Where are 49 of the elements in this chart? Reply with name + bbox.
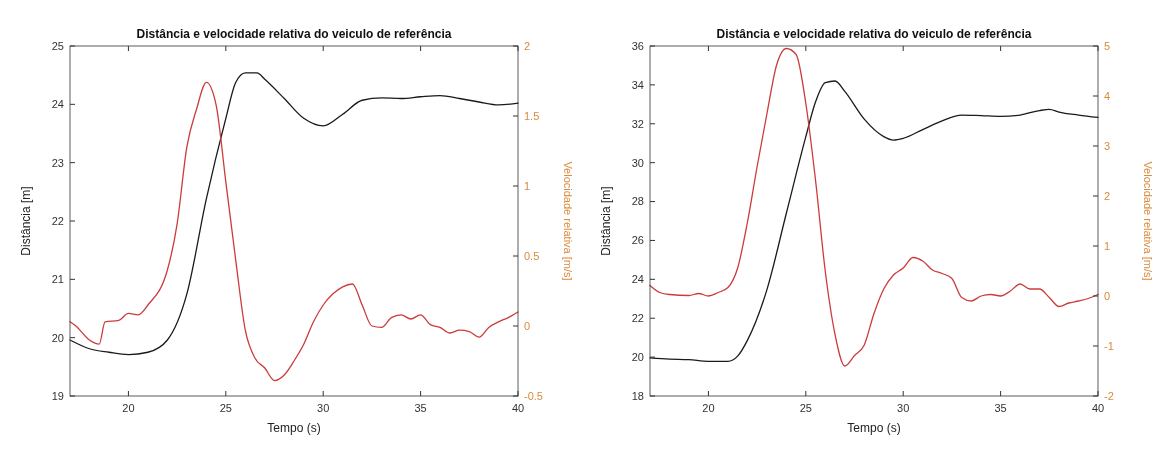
x-axis-title: Tempo (s)	[267, 421, 321, 435]
y2-tick-label: 0	[524, 319, 531, 332]
y2-tick-label: 1	[524, 179, 531, 192]
y2-tick-label: -0.5	[524, 389, 543, 402]
y-axis-title: Distância [m]	[599, 186, 613, 256]
y-tick-label: 23	[51, 156, 64, 169]
y-tick-label: 20	[631, 350, 644, 363]
x-tick-label: 25	[799, 402, 812, 414]
y2-tick-label: 1	[1104, 239, 1111, 252]
y2-tick-label: 1.5	[524, 109, 540, 122]
y-tick-label: 22	[51, 214, 64, 227]
y2-tick-label: 4	[1104, 89, 1111, 102]
y-tick-label: 25	[51, 39, 64, 52]
x-tick-label: 30	[897, 402, 910, 414]
y-tick-label: 32	[631, 117, 644, 130]
y-tick-label: 28	[631, 195, 644, 208]
y2-tick-label: 0	[1104, 289, 1111, 302]
y-tick-label: 34	[631, 78, 644, 91]
y-tick-label: 26	[631, 234, 644, 247]
x-tick-label: 40	[1091, 402, 1105, 414]
y2-tick-label: -2	[1104, 389, 1114, 402]
y-tick-label: 24	[51, 98, 64, 111]
y2-axis-title: Velocidade relativa [m/s]	[1142, 161, 1154, 281]
x-tick-label: 25	[219, 402, 232, 414]
y-tick-label: 19	[51, 389, 64, 402]
x-tick-label: 20	[122, 402, 135, 414]
x-tick-label: 35	[994, 402, 1007, 414]
y2-tick-label: 3	[1104, 139, 1111, 152]
chart-title: Distância e velocidade relativa do veiculo de referência	[136, 27, 452, 41]
y2-tick-label: 5	[1104, 39, 1111, 52]
y2-tick-label: -1	[1104, 339, 1114, 352]
y-tick-label: 21	[51, 273, 64, 286]
x-tick-label: 35	[414, 402, 427, 414]
y2-axis-title: Velocidade relativa [m/s]	[562, 161, 574, 281]
y-tick-label: 30	[631, 156, 644, 169]
x-tick-label: 30	[317, 402, 330, 414]
x-axis-title: Tempo (s)	[847, 421, 901, 435]
y-axis-title: Distância [m]	[19, 186, 33, 256]
y2-tick-label: 2	[524, 39, 531, 52]
y-tick-label: 24	[631, 273, 644, 286]
y-tick-label: 20	[51, 331, 64, 344]
y2-tick-label: 0.5	[524, 249, 540, 262]
y-tick-label: 18	[631, 389, 644, 402]
y-tick-label: 22	[631, 312, 644, 325]
chart-title: Distância e velocidade relativa do veiculo de referência	[716, 27, 1032, 41]
y-tick-label: 36	[631, 39, 644, 52]
x-tick-label: 20	[702, 402, 715, 414]
y2-tick-label: 2	[1104, 189, 1111, 202]
x-tick-label: 40	[511, 402, 525, 414]
